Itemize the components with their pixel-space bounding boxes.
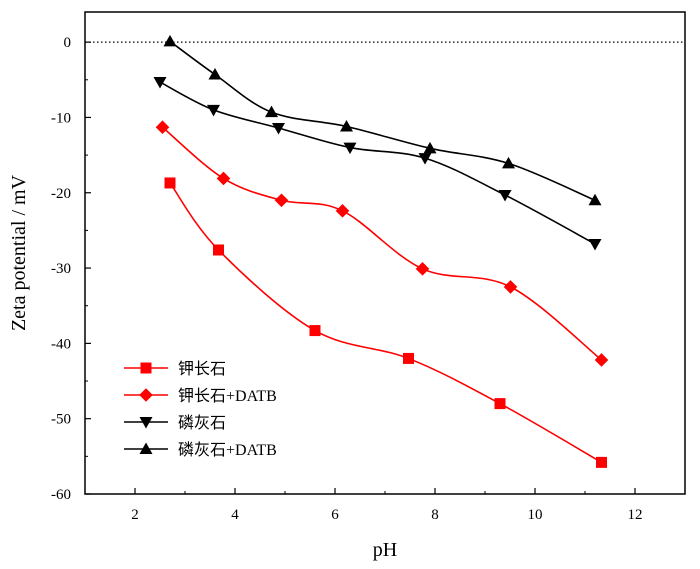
x-tick-label: 10: [528, 507, 543, 523]
x-tick-label: 2: [131, 507, 139, 523]
marker-triangle-down: [153, 77, 167, 89]
y-axis-title: Zeta potential / mV: [8, 174, 30, 331]
legend-item: 磷灰石+DATB: [124, 441, 277, 459]
series-2: [155, 120, 609, 367]
y-tick-label: -30: [51, 261, 71, 277]
marker-triangle-up: [163, 34, 177, 47]
series-line: [159, 81, 596, 245]
plot-frame: [84, 11, 686, 495]
marker-triangle-up: [139, 442, 153, 454]
y-tick-label: -10: [51, 110, 71, 126]
marker-triangle-up: [265, 105, 278, 118]
plot-area-border: [84, 11, 686, 495]
marker-triangle-up: [208, 68, 222, 80]
series-4: [163, 34, 602, 206]
series-line: [161, 126, 603, 361]
marker-square: [213, 244, 224, 256]
series-3: [153, 77, 602, 251]
y-tick-label: 0: [64, 35, 72, 51]
y-tick-label: -20: [51, 186, 71, 202]
series-layer: [153, 34, 609, 468]
x-tick-label: 4: [231, 507, 239, 523]
marker-diamond: [155, 120, 170, 135]
y-tick-label: -50: [51, 412, 71, 428]
marker-diamond: [335, 204, 350, 218]
legend-label: 钾长石: [178, 360, 226, 378]
tick-layer: 2 4 6 8 10 12 0 -10 -20 -30 -40 -50 -60: [51, 35, 686, 523]
marker-triangle-up: [588, 193, 602, 206]
x-axis-title: pH: [373, 539, 397, 561]
marker-triangle-down: [139, 417, 153, 429]
x-tick-label: 8: [431, 507, 439, 523]
legend-label: 钾长石+DATB: [178, 387, 277, 405]
marker-triangle-up: [423, 141, 437, 154]
marker-diamond: [139, 388, 153, 402]
marker-diamond: [594, 353, 609, 367]
marker-diamond: [216, 171, 231, 186]
y-tick-label: -60: [51, 487, 71, 503]
marker-triangle-down: [588, 238, 602, 251]
marker-triangle-down: [498, 190, 512, 202]
legend-label: 磷灰石+DATB: [178, 441, 277, 459]
marker-diamond: [503, 280, 518, 294]
marker-triangle-down: [418, 153, 432, 165]
marker-triangle-up: [340, 119, 353, 132]
series-1: [164, 177, 607, 468]
marker-square: [403, 352, 414, 364]
series-line: [169, 182, 602, 464]
marker-square: [164, 177, 176, 189]
x-tick-label: 6: [331, 507, 339, 523]
series-line: [169, 40, 596, 202]
marker-triangle-down: [207, 104, 220, 117]
marker-diamond: [274, 193, 289, 208]
y-tick-label: -40: [51, 336, 71, 352]
legend-item: 钾长石+DATB: [124, 387, 277, 405]
legend-item: 钾长石: [124, 360, 226, 378]
marker-triangle-down: [272, 122, 285, 135]
marker-triangle-down: [343, 142, 357, 155]
marker-square: [494, 398, 506, 410]
legend-item: 磷灰石: [124, 414, 226, 432]
marker-square: [140, 362, 152, 374]
marker-triangle-up: [502, 156, 515, 169]
x-tick-label: 12: [628, 507, 643, 523]
legend-label: 磷灰石: [178, 414, 226, 432]
marker-square: [309, 325, 321, 337]
marker-square: [596, 456, 607, 468]
marker-diamond: [415, 262, 430, 276]
